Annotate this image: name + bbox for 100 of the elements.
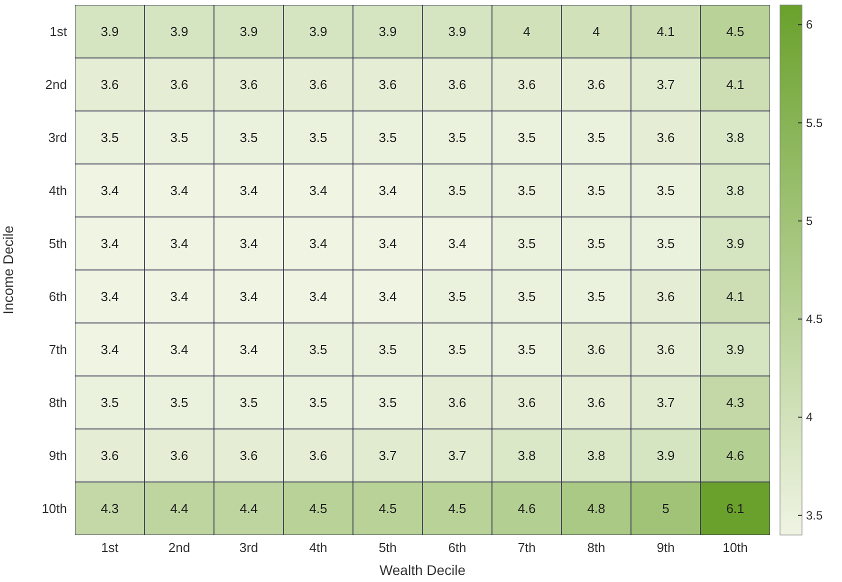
data-label: 3.8: [726, 183, 744, 198]
data-label: 3.6: [309, 77, 328, 92]
data-label: 4.8: [587, 501, 606, 516]
data-label: 3.6: [448, 77, 466, 92]
data-label: 3.4: [378, 289, 397, 304]
data-label: 3.5: [587, 183, 606, 198]
x-tick-label: 2nd: [168, 540, 190, 556]
data-label: 3.9: [726, 342, 744, 357]
y-tick-label: 8th: [48, 395, 67, 410]
data-label: 3.5: [170, 395, 188, 410]
data-label: 3.4: [100, 183, 119, 198]
color-bar-label: 5.5: [806, 116, 824, 130]
color-bar-label: 3.5: [806, 508, 824, 522]
y-tick-label: 6th: [48, 289, 67, 304]
data-label: 3.5: [100, 130, 119, 145]
x-tick-label: 1st: [101, 540, 119, 556]
data-label: 3.5: [518, 289, 536, 304]
data-label: 3.4: [240, 183, 258, 198]
data-label: 3.6: [378, 77, 397, 92]
data-label: 3.5: [240, 395, 258, 410]
x-tick-label: 3rd: [239, 540, 258, 556]
y-tick-label: 4th: [48, 183, 67, 198]
x-tick-label: 5th: [378, 540, 397, 556]
data-label: 3.5: [518, 236, 536, 251]
data-label: 3.6: [656, 342, 675, 357]
data-label: 4.1: [726, 77, 744, 92]
data-label: 3.9: [309, 24, 328, 39]
data-label: 5: [662, 501, 670, 516]
color-bar-label: 6: [806, 18, 813, 32]
y-tick-label: 2nd: [45, 77, 67, 92]
data-label: 3.5: [448, 342, 466, 357]
data-label: 3.9: [170, 24, 188, 39]
data-label: 3.5: [378, 130, 397, 145]
data-label: 4.1: [656, 24, 675, 39]
data-label: 3.5: [448, 183, 466, 198]
data-label: 4.5: [378, 501, 397, 516]
y-axis-title: Income Decile: [0, 225, 16, 314]
data-label: 3.6: [518, 77, 536, 92]
data-label: 3.6: [100, 448, 119, 463]
data-label: 4: [523, 24, 530, 39]
data-label: 3.6: [100, 77, 119, 92]
data-label: 4.4: [170, 501, 188, 516]
data-label: 3.9: [378, 24, 397, 39]
data-label: 3.9: [726, 236, 744, 251]
y-tick-label: 10th: [42, 501, 67, 516]
data-label: 3.5: [518, 342, 536, 357]
y-tick-label: 7th: [48, 342, 67, 358]
x-tick-label: 4th: [309, 540, 328, 556]
x-axis-title: Wealth Decile: [379, 562, 466, 578]
data-label: 3.6: [170, 77, 188, 92]
x-tick-label: 8th: [587, 540, 606, 556]
data-label: 3.6: [448, 395, 466, 410]
data-label: 3.4: [100, 342, 119, 357]
x-tick-label: 6th: [448, 540, 466, 556]
data-label: 3.8: [518, 448, 536, 463]
data-label: 3.4: [378, 236, 397, 251]
data-label: 3.5: [518, 130, 536, 145]
data-label: 4.5: [448, 501, 466, 516]
data-label: 3.6: [587, 342, 606, 357]
data-label: 3.4: [378, 183, 397, 198]
data-label: 3.4: [170, 342, 188, 357]
data-label: 3.5: [240, 130, 258, 145]
data-label: 3.5: [448, 289, 466, 304]
data-label: 3.8: [587, 448, 606, 463]
color-bar-label: 5: [806, 214, 813, 228]
data-label: 4.3: [100, 501, 119, 516]
data-label: 3.6: [518, 395, 536, 410]
data-label: 3.6: [656, 130, 675, 145]
data-label: 3.5: [587, 289, 606, 304]
data-label: 3.7: [656, 77, 675, 92]
data-label: 3.5: [518, 183, 536, 198]
data-label: 3.7: [448, 448, 466, 463]
color-bar-label: 4.5: [806, 312, 824, 326]
data-label: 3.4: [170, 236, 188, 251]
x-tick-label: 7th: [518, 540, 536, 556]
data-label: 4.6: [518, 501, 536, 516]
data-label: 3.5: [656, 183, 675, 198]
data-label: 3.5: [378, 342, 397, 357]
data-label: 3.5: [656, 236, 675, 251]
data-label: 3.5: [309, 395, 328, 410]
y-tick-label: 5th: [48, 236, 67, 252]
data-label: 3.5: [309, 130, 328, 145]
data-label: 3.6: [309, 448, 328, 463]
data-label: 3.9: [448, 24, 466, 39]
data-label: 3.4: [240, 236, 258, 251]
y-tick-label: 9th: [48, 448, 67, 464]
data-label: 3.4: [309, 183, 328, 198]
data-label: 3.7: [378, 448, 397, 463]
y-tick-label: 3rd: [48, 130, 67, 146]
data-label: 3.4: [240, 342, 258, 357]
data-label: 3.6: [240, 448, 258, 463]
x-tick-label: 10th: [722, 540, 748, 556]
data-label: 3.9: [100, 24, 119, 39]
data-label: 3.6: [240, 77, 258, 92]
data-label: 3.6: [656, 289, 675, 304]
data-label: 6.1: [726, 501, 744, 516]
data-label: 3.5: [170, 130, 188, 145]
data-label: 4.5: [726, 24, 744, 39]
color-bar-label: 4: [806, 410, 813, 424]
y-tick-label: 1st: [50, 24, 68, 40]
